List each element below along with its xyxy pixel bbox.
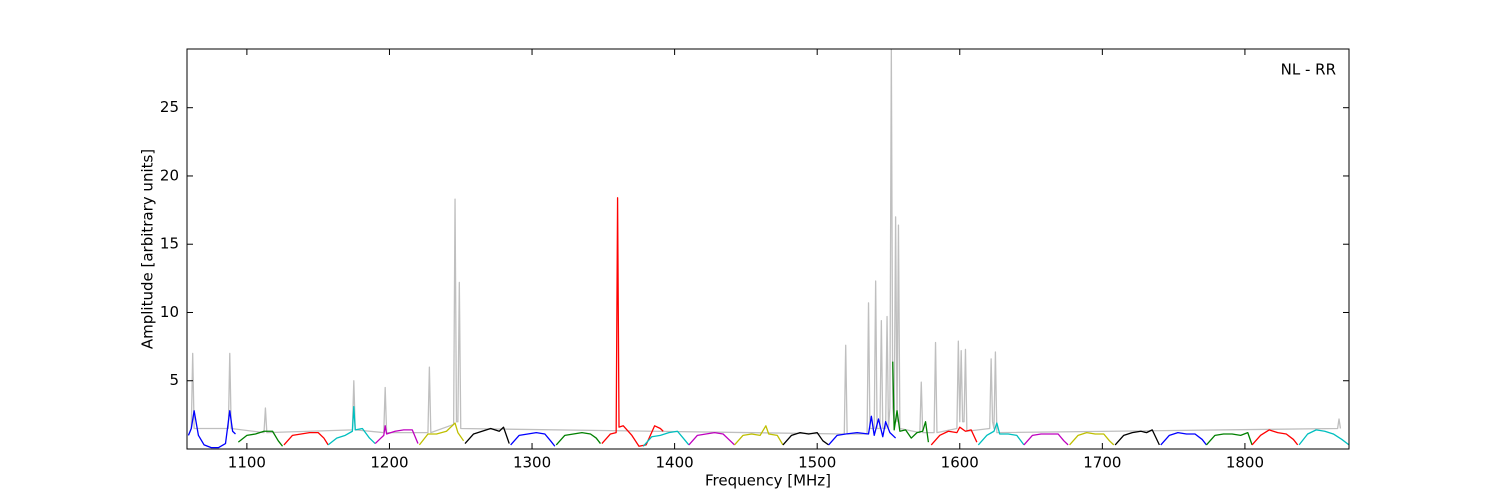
- y-tick-label: 10: [160, 303, 179, 321]
- series-line: [1023, 433, 1069, 446]
- y-tick-label: 20: [160, 166, 179, 184]
- series-line: [374, 425, 419, 445]
- series-line: [734, 425, 784, 446]
- x-tick-label: 1300: [513, 454, 551, 472]
- series-line: [1069, 431, 1115, 446]
- series-line: [1205, 431, 1253, 446]
- x-tick-label: 1200: [370, 454, 408, 472]
- y-tick-label: 5: [169, 371, 179, 389]
- series-line: [892, 361, 930, 443]
- x-tick-label: 1500: [798, 454, 836, 472]
- y-axis-label: Amplitude [arbitrary units]: [139, 149, 157, 349]
- series-line: [327, 406, 376, 446]
- series-line: [688, 431, 735, 446]
- series-line: [237, 430, 284, 447]
- series-line: [601, 197, 664, 447]
- annotation: NL - RR: [1281, 61, 1336, 79]
- series-line: [930, 426, 978, 446]
- series-line: [510, 431, 556, 447]
- x-tick-label: 1400: [656, 454, 694, 472]
- series-line: [782, 431, 829, 446]
- series-line: [187, 49, 1342, 436]
- series-line: [828, 415, 897, 446]
- x-axis-label: Frequency [MHz]: [705, 472, 831, 490]
- series-line: [1251, 429, 1299, 446]
- x-tick-label: 1600: [941, 454, 979, 472]
- series-line: [1114, 429, 1160, 446]
- y-tick-label: 25: [160, 98, 179, 116]
- series-line: [283, 431, 329, 446]
- series-line: [464, 426, 510, 444]
- plot-frame: [186, 48, 1350, 450]
- series-line: [1298, 429, 1349, 446]
- series-line: [555, 431, 601, 446]
- x-tick-label: 1100: [228, 454, 266, 472]
- series-line: [418, 422, 465, 446]
- series-line: [1160, 431, 1207, 446]
- series-line: [187, 410, 236, 449]
- plot-lines: [187, 49, 1349, 449]
- y-tick-label: 15: [160, 235, 179, 253]
- x-tick-label: 1800: [1226, 454, 1264, 472]
- x-tick-label: 1700: [1083, 454, 1121, 472]
- series-line: [642, 430, 690, 447]
- series-line: [977, 422, 1025, 446]
